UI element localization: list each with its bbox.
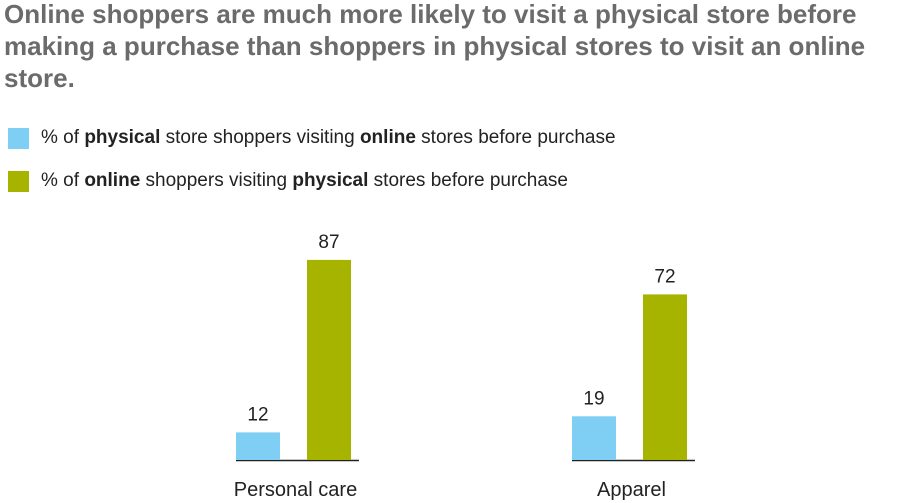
chart-title: Online shoppers are much more likely to … — [4, 0, 866, 93]
data-label: 72 — [654, 266, 675, 287]
legend-label: % of physical store shoppers visiting on… — [41, 127, 616, 148]
category-label: Apparel — [597, 479, 666, 501]
legend-label: % of online shoppers visiting physical s… — [41, 170, 569, 191]
bar-personal-care-series-0 — [236, 432, 280, 460]
bar-apparel-series-0 — [572, 416, 616, 460]
data-label: 12 — [247, 404, 268, 425]
legend-swatch-green — [8, 170, 29, 192]
bar-personal-care-series-1 — [307, 259, 351, 460]
category-label: Personal care — [234, 479, 357, 501]
legend-item-online-to-physical: % of online shoppers visiting physical s… — [8, 170, 568, 192]
data-label: 19 — [583, 388, 604, 409]
bar-apparel-series-1 — [643, 294, 687, 460]
data-label: 87 — [318, 232, 339, 253]
legend-swatch-blue — [8, 127, 29, 149]
legend-item-physical-to-online: % of physical store shoppers visiting on… — [8, 127, 616, 149]
